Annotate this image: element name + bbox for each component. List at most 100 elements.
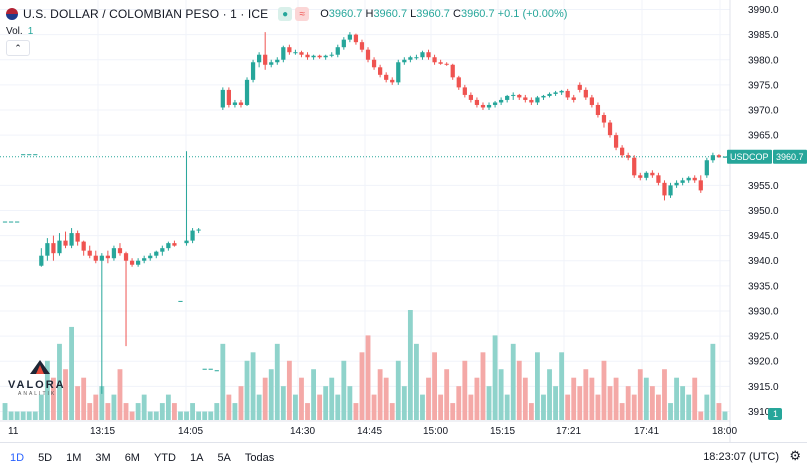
timeframe-ytd[interactable]: YTD	[153, 451, 176, 464]
volume-bar	[165, 394, 171, 420]
candle-body	[160, 248, 165, 252]
price-tick-label: 3985.0	[748, 30, 779, 41]
candle-body	[396, 62, 401, 83]
candle-body	[238, 102, 244, 105]
price-axis: 3990.0 3985.0 3980.0 3975.0 3970.0 3965.0 3955…	[729, 0, 779, 442]
volume-bar	[299, 377, 304, 420]
candle-body	[8, 221, 14, 223]
gear-icon[interactable]: ⚙	[789, 448, 801, 463]
candle-body	[371, 59, 377, 68]
volume-bar	[420, 394, 425, 420]
volume-bar	[305, 403, 310, 420]
price-tick-label: 3935.0	[748, 281, 779, 292]
timeframe-6m[interactable]: 6M	[124, 451, 140, 464]
volume-bar	[93, 394, 99, 420]
price-chart[interactable]: 3990.0 3985.0 3980.0 3975.0 3970.0 3965.0 3955…	[0, 0, 807, 442]
volume-bar	[323, 386, 329, 420]
candle-body	[583, 89, 588, 98]
volume-bar	[510, 343, 516, 420]
candle-body	[505, 95, 510, 100]
volume-bar	[553, 386, 558, 420]
volume-bar	[595, 394, 601, 420]
timeframe-5a[interactable]: 5A	[217, 451, 231, 464]
candle-body	[299, 52, 304, 55]
volume-bar	[426, 377, 431, 420]
volume-bar	[99, 386, 105, 420]
volume-bar	[20, 411, 26, 420]
candle-body	[190, 230, 195, 241]
volume-bar	[75, 386, 81, 420]
volume-bar	[516, 360, 522, 420]
candle-body	[27, 154, 32, 156]
volume-bar	[262, 377, 268, 420]
status-dot-icon[interactable]: ●	[278, 7, 293, 21]
volume-bar	[57, 343, 62, 420]
candle-body	[553, 92, 558, 94]
time-tick-label: 18:00	[712, 426, 737, 437]
volume-bar	[674, 377, 679, 420]
time-tick-label: 15:15	[490, 426, 515, 437]
logo-mark-icon	[30, 360, 50, 374]
candle-body	[638, 175, 643, 178]
candle-body	[154, 251, 159, 256]
candle-body	[99, 255, 104, 261]
ohlc-values: O3960.7 H3960.7 L3960.7 C3960.7 +0.1 (+0…	[320, 8, 568, 20]
volume-bar	[280, 386, 286, 420]
candle-body	[244, 79, 250, 105]
time-tick-label: 17:41	[634, 426, 659, 437]
timeframe-1d[interactable]: 1D	[10, 451, 25, 464]
timeframe-all[interactable]: Todas	[244, 451, 275, 464]
timeframe-3m[interactable]: 3M	[95, 451, 111, 464]
candle-body	[384, 74, 389, 80]
symbol-legend: U.S. DOLLAR / COLOMBIAN PESO · 1 · ICE ●…	[6, 5, 567, 23]
indicator-icon[interactable]: ≈	[295, 7, 310, 21]
volume-tag-label: 1	[773, 409, 778, 419]
chevron-up-icon[interactable]: ⌃	[6, 40, 30, 56]
volume-bar	[208, 411, 214, 420]
volume-bar	[135, 403, 141, 420]
candle-body	[607, 122, 613, 136]
candle-body	[353, 34, 359, 43]
candle-body	[111, 248, 117, 259]
timeframe-1a[interactable]: 1A	[189, 451, 204, 464]
volume-bar	[649, 386, 655, 420]
timeframe-1m[interactable]: 1M	[66, 451, 82, 464]
volume-bar	[456, 386, 462, 420]
candle-body	[486, 104, 492, 108]
volume-bar	[341, 360, 347, 420]
price-tags: USDCOP 3960.7 1	[0, 149, 807, 420]
timeframe-5d[interactable]: 5D	[38, 451, 53, 464]
time-tick-label: 13:15	[90, 426, 115, 437]
volume-bar	[680, 386, 686, 420]
candle-body	[214, 370, 219, 372]
candle-body	[359, 42, 365, 50]
volume-bar	[256, 394, 262, 420]
candle-body	[650, 172, 655, 176]
candle-body	[523, 97, 528, 100]
candle-body	[698, 180, 703, 191]
candle-body	[166, 243, 171, 249]
volume-bar	[63, 369, 68, 420]
price-tick-label: 3980.0	[748, 55, 779, 66]
volume-bar	[117, 369, 123, 420]
candle-body	[595, 104, 601, 116]
candle-body	[347, 34, 352, 40]
symbol-title[interactable]: U.S. DOLLAR / COLOMBIAN PESO · 1 · ICE	[23, 7, 269, 21]
candle-body	[547, 93, 552, 96]
volume-bar	[559, 352, 565, 420]
candle-body	[722, 156, 728, 158]
utc-clock[interactable]: 18:23:07 (UTC)	[703, 451, 779, 463]
candle-body	[444, 63, 449, 65]
candle-body	[341, 39, 346, 48]
volume-bar	[535, 352, 540, 420]
candle-body	[668, 185, 673, 196]
volume-bar	[371, 394, 377, 420]
volume-bar	[643, 377, 649, 420]
volume-value: 1	[27, 26, 34, 37]
price-tick-label: 3945.0	[748, 231, 779, 242]
volume-tag	[768, 408, 782, 420]
volume-bar	[317, 394, 323, 420]
candle-body	[620, 147, 625, 156]
price-tick-label: 3920.0	[748, 357, 779, 368]
